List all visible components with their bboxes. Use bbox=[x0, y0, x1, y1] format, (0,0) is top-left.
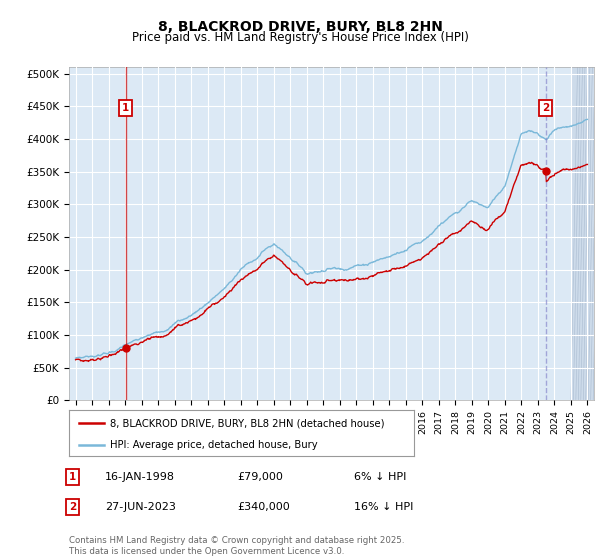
Text: 2: 2 bbox=[69, 502, 76, 512]
Text: £340,000: £340,000 bbox=[237, 502, 290, 512]
Text: 8, BLACKROD DRIVE, BURY, BL8 2HN (detached house): 8, BLACKROD DRIVE, BURY, BL8 2HN (detach… bbox=[110, 418, 385, 428]
Text: 16% ↓ HPI: 16% ↓ HPI bbox=[354, 502, 413, 512]
Text: £79,000: £79,000 bbox=[237, 472, 283, 482]
Text: Price paid vs. HM Land Registry's House Price Index (HPI): Price paid vs. HM Land Registry's House … bbox=[131, 31, 469, 44]
Text: 1: 1 bbox=[69, 472, 76, 482]
Text: 8, BLACKROD DRIVE, BURY, BL8 2HN: 8, BLACKROD DRIVE, BURY, BL8 2HN bbox=[158, 20, 442, 34]
Text: 6% ↓ HPI: 6% ↓ HPI bbox=[354, 472, 406, 482]
Text: 27-JUN-2023: 27-JUN-2023 bbox=[105, 502, 176, 512]
Text: Contains HM Land Registry data © Crown copyright and database right 2025.
This d: Contains HM Land Registry data © Crown c… bbox=[69, 536, 404, 556]
Text: 1: 1 bbox=[122, 102, 130, 113]
Text: 2: 2 bbox=[542, 102, 550, 113]
Text: 16-JAN-1998: 16-JAN-1998 bbox=[105, 472, 175, 482]
Text: HPI: Average price, detached house, Bury: HPI: Average price, detached house, Bury bbox=[110, 440, 318, 450]
